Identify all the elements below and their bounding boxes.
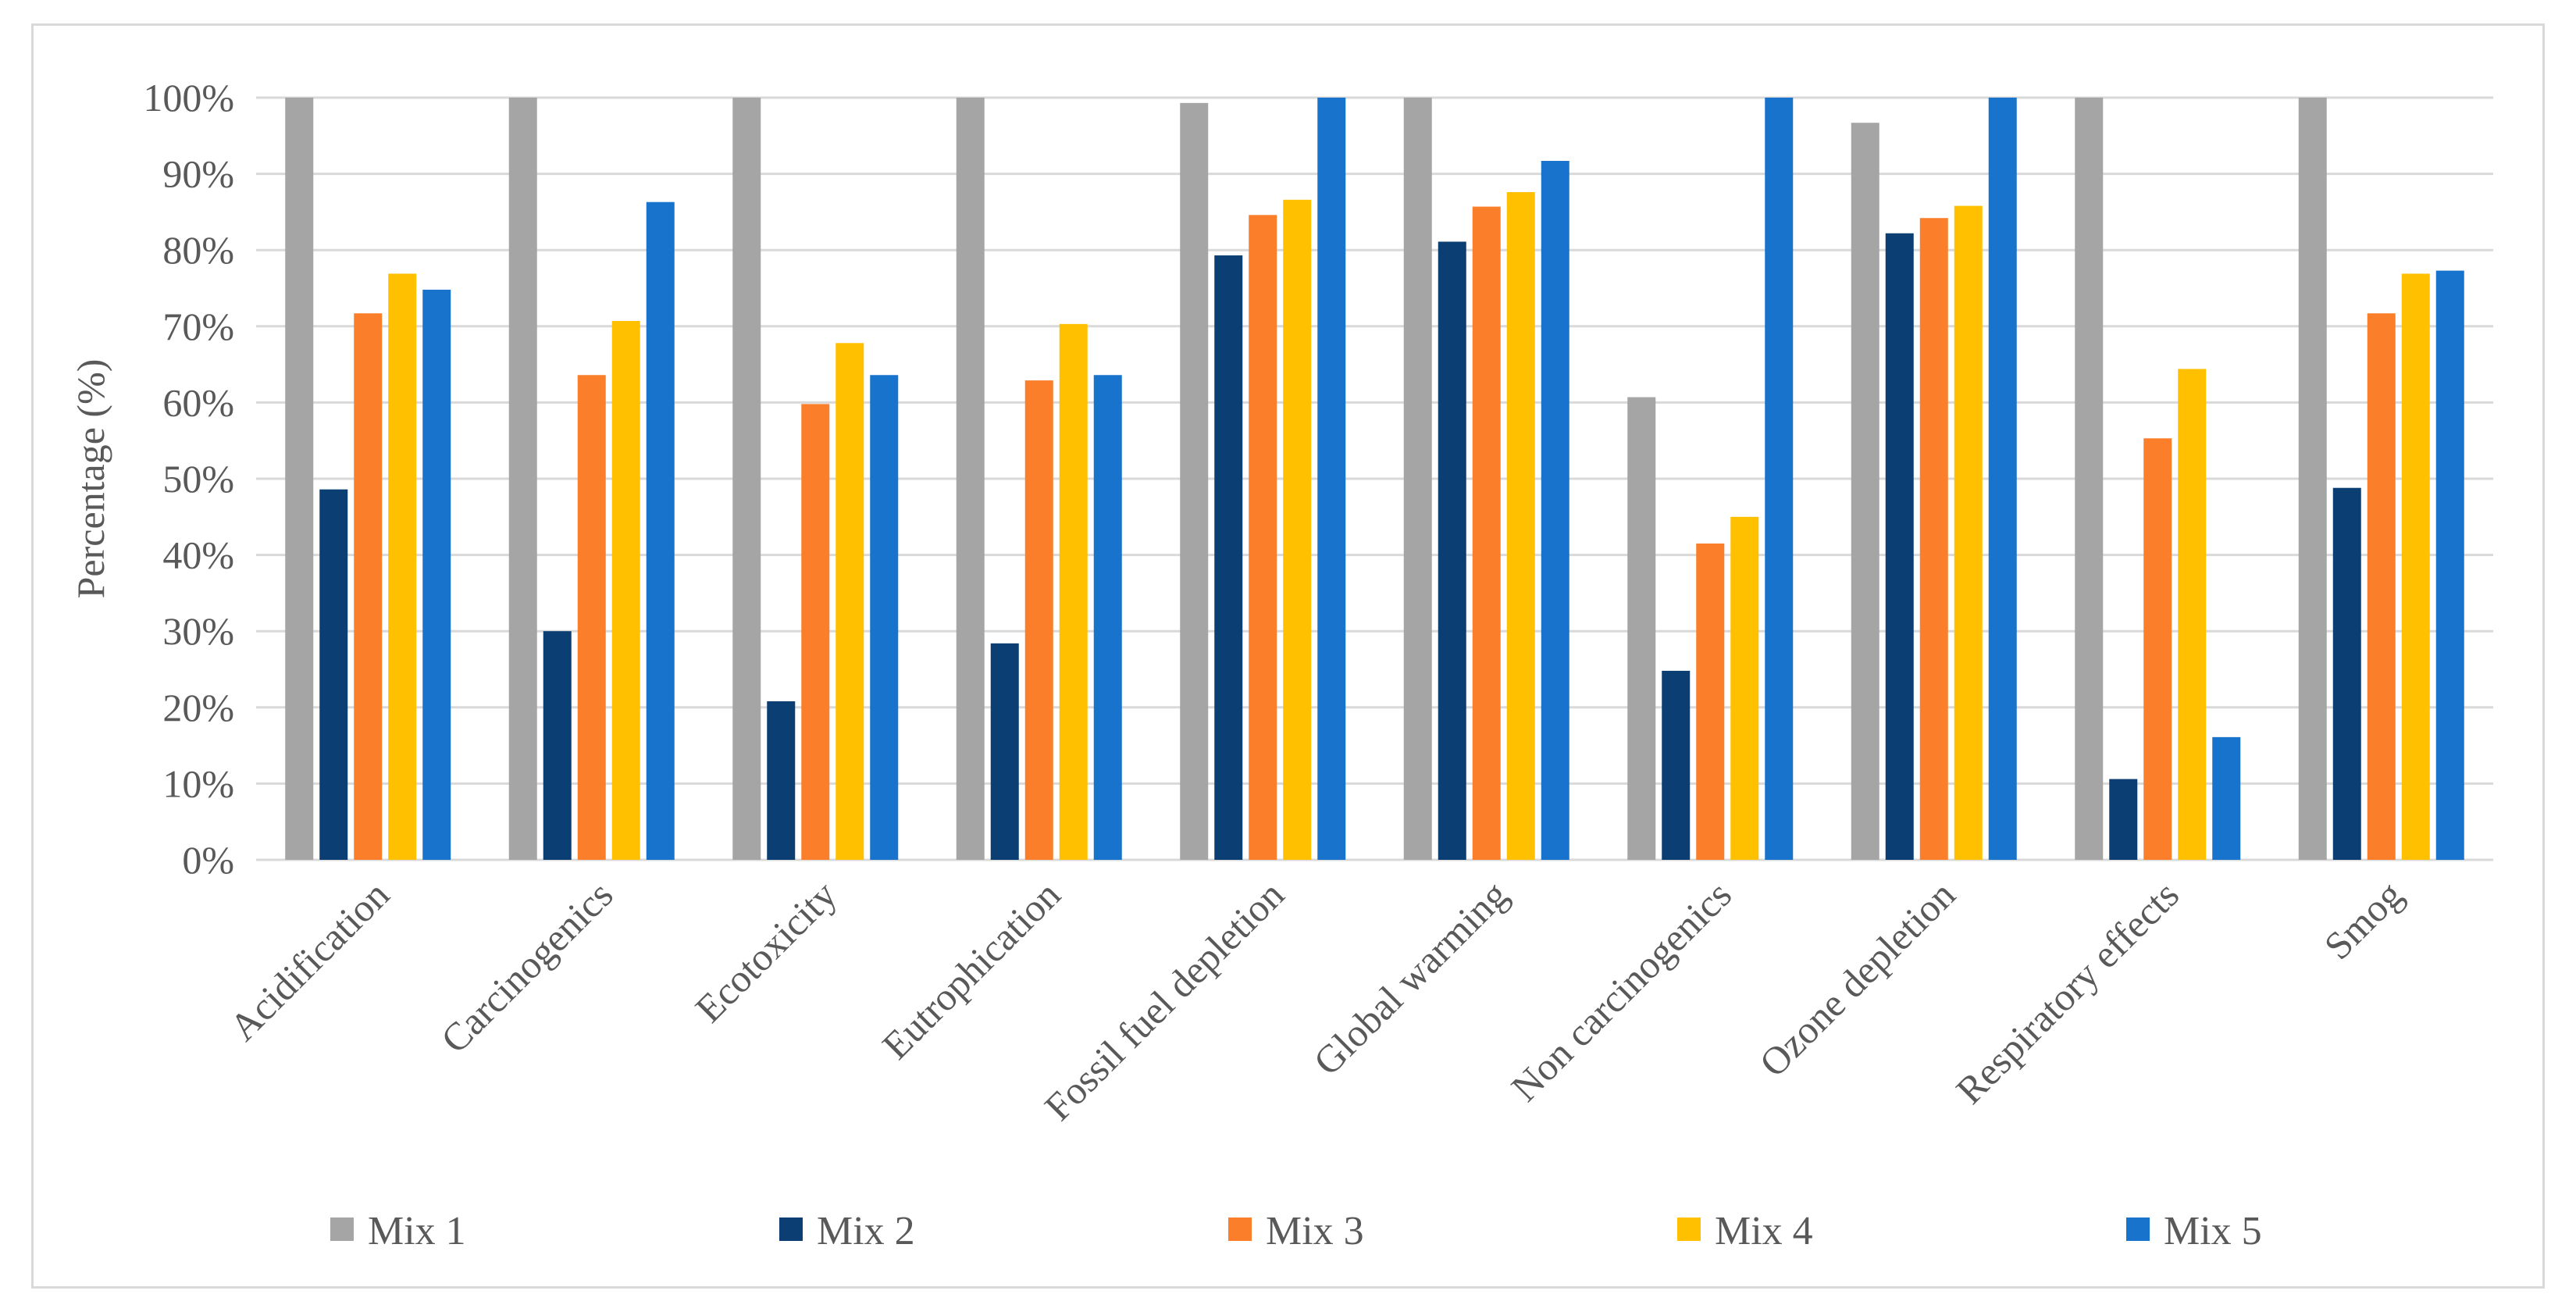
bar-mix-4 <box>836 343 864 861</box>
bar-mix-3 <box>1696 543 1725 860</box>
y-tick-label: 100% <box>143 76 234 119</box>
bar-mix-1 <box>2298 98 2327 860</box>
x-category-label: Global warming <box>1305 872 1516 1083</box>
y-tick-label: 90% <box>162 152 234 196</box>
legend-swatch <box>330 1218 354 1241</box>
y-tick-label: 20% <box>162 686 234 729</box>
legend-label: Mix 5 <box>2164 1209 2262 1253</box>
bar-mix-1 <box>2075 98 2104 860</box>
legend-swatch <box>779 1218 803 1241</box>
chart-frame: 0% 10% 20% 30% 40% 50% 60% 70% 80% 90% 100% Acidif… <box>31 23 2545 1289</box>
bar-mix-2 <box>543 631 572 860</box>
bar-mix-3 <box>1919 218 1948 860</box>
bar-mix-3 <box>2143 438 2172 860</box>
bar-mix-2 <box>1885 233 1914 860</box>
bar-mix-1 <box>1627 397 1656 860</box>
bar-mix-2 <box>1214 255 1243 861</box>
bar-mix-1 <box>1180 102 1209 860</box>
legend: Mix 1 Mix 2 Mix 3 Mix 4 Mix 5 <box>330 1209 2262 1253</box>
bar-mix-4 <box>2401 273 2430 860</box>
bar-mix-3 <box>801 404 830 860</box>
bar-mix-4 <box>1283 199 1312 860</box>
y-tick-label: 70% <box>162 305 234 348</box>
bar-mix-3 <box>2367 313 2396 860</box>
y-tick-label: 30% <box>162 609 234 653</box>
y-tick-label: 0% <box>182 838 234 882</box>
x-axis-categories: Acidification Carcinogenics Ecotoxicity Eut… <box>221 872 2411 1128</box>
bar-mix-2 <box>1438 241 1466 860</box>
y-tick-label: 80% <box>162 228 234 272</box>
bar-mix-1 <box>508 98 537 860</box>
bar-mix-3 <box>354 313 383 860</box>
bar-mix-4 <box>388 273 417 860</box>
bar-mix-2 <box>2332 487 2361 860</box>
x-category-label: Non carcinogenics <box>1502 872 1740 1110</box>
legend-label: Mix 1 <box>368 1209 466 1253</box>
bar-mix-4 <box>1059 323 1088 860</box>
y-tick-label: 40% <box>162 533 234 577</box>
bar-mix-2 <box>2109 779 2138 860</box>
x-category-label: Respiratory effects <box>1947 872 2187 1112</box>
bar-mix-2 <box>767 701 796 860</box>
bar-mix-3 <box>1472 206 1501 860</box>
bar-mix-4 <box>2178 369 2207 860</box>
bar-mix-1 <box>285 98 314 860</box>
bar-mix-4 <box>1954 205 1983 860</box>
x-category-label: Smog <box>2315 872 2410 968</box>
x-category-label: Ecotoxicity <box>686 872 845 1031</box>
bar-mix-5 <box>646 201 675 860</box>
bar-mix-5 <box>1988 98 2017 860</box>
bar-mix-5 <box>2212 736 2241 860</box>
bar-mix-5 <box>870 375 899 860</box>
bar-mix-2 <box>1662 670 1691 860</box>
y-tick-label: 10% <box>162 761 234 805</box>
legend-label: Mix 3 <box>1266 1209 1364 1253</box>
bar-mix-1 <box>1851 123 1879 860</box>
x-category-label: Fossil fuel depletion <box>1036 872 1292 1128</box>
bar-mix-5 <box>1093 375 1122 860</box>
bar-mix-4 <box>1506 192 1535 861</box>
bar-mix-5 <box>1317 98 1346 860</box>
legend-label: Mix 2 <box>817 1209 915 1253</box>
bar-mix-1 <box>732 98 761 860</box>
bar-mix-1 <box>1403 98 1432 860</box>
bar-mix-5 <box>1541 161 1569 860</box>
bar-mix-5 <box>1765 98 1794 860</box>
x-category-label: Ozone depletion <box>1751 872 1963 1085</box>
bar-mix-2 <box>319 489 348 860</box>
bar-chart: 0% 10% 20% 30% 40% 50% 60% 70% 80% 90% 100% Acidif… <box>69 76 2493 1253</box>
bar-mix-1 <box>956 98 985 860</box>
x-category-label: Acidification <box>221 872 397 1049</box>
legend-label: Mix 4 <box>1715 1209 1813 1253</box>
bar-mix-3 <box>577 375 606 860</box>
y-tick-label: 60% <box>162 380 234 424</box>
legend-swatch <box>1677 1218 1701 1241</box>
bar-mix-3 <box>1249 215 1277 860</box>
bar-mix-5 <box>422 289 451 860</box>
y-tick-label: 50% <box>162 457 234 501</box>
x-category-label: Eutrophication <box>874 872 1069 1068</box>
legend-swatch <box>2126 1218 2150 1241</box>
legend-swatch <box>1228 1218 1252 1241</box>
bars <box>285 98 2464 861</box>
bar-mix-2 <box>990 643 1019 860</box>
bar-mix-4 <box>611 320 640 860</box>
y-axis-title: Percentage (%) <box>69 359 112 599</box>
bar-mix-4 <box>1730 516 1759 860</box>
x-category-label: Carcinogenics <box>433 872 622 1061</box>
y-axis-ticks: 0% 10% 20% 30% 40% 50% 60% 70% 80% 90% 100% <box>143 76 234 882</box>
bar-mix-5 <box>2435 270 2464 860</box>
bar-mix-3 <box>1024 380 1053 860</box>
